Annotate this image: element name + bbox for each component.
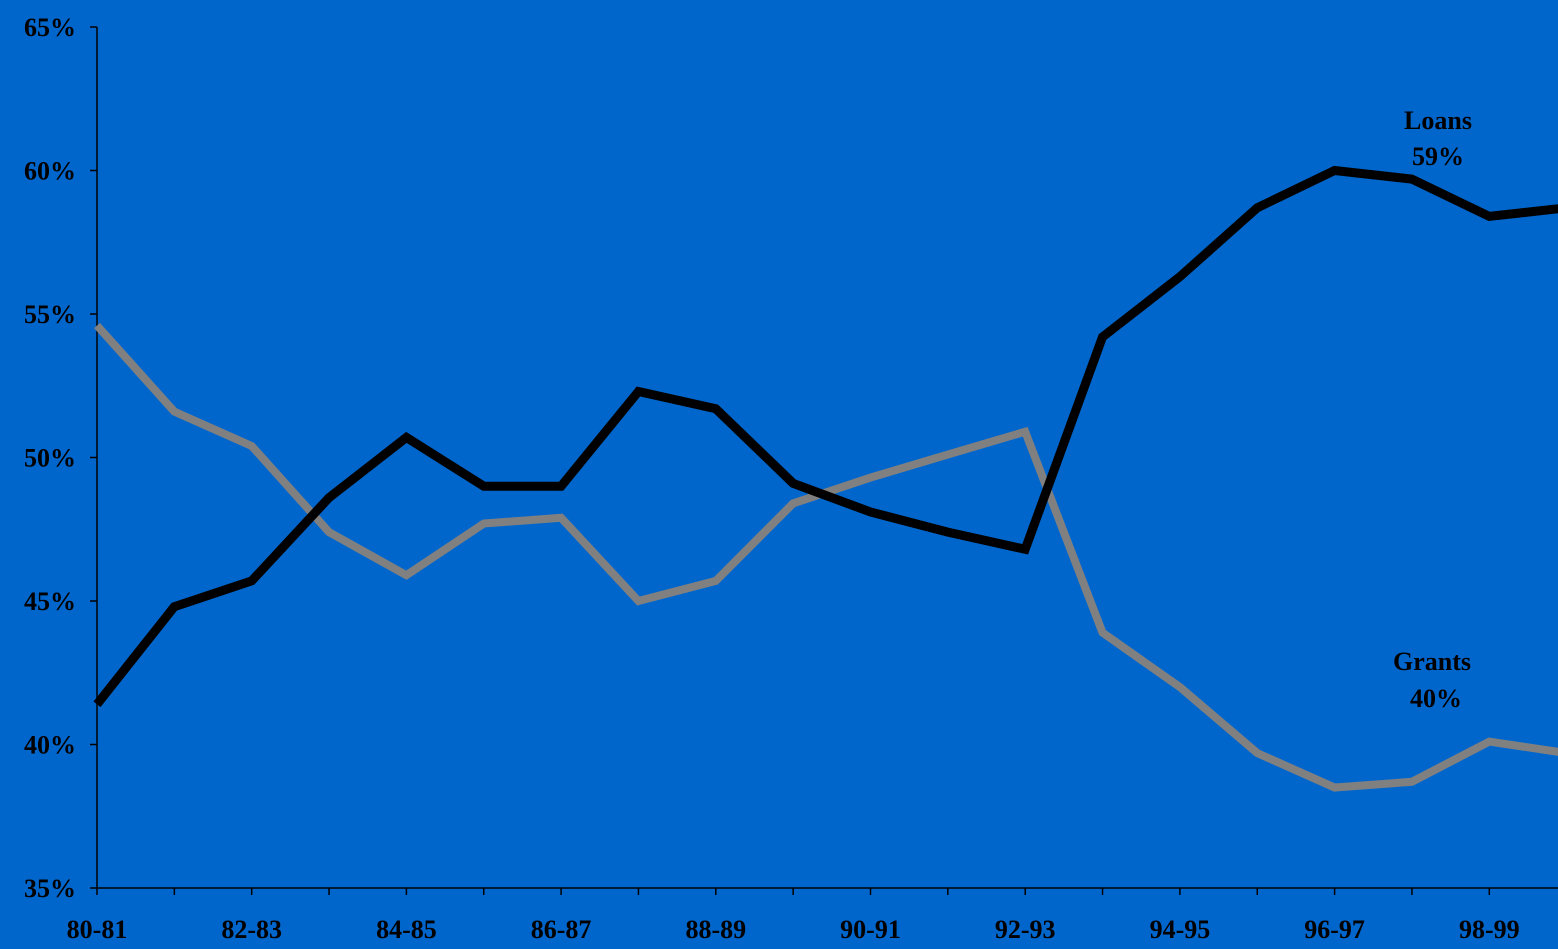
loans-series-line xyxy=(93,165,1558,708)
x-tick-label: 84-85 xyxy=(376,915,437,944)
loans-annotation-name: Loans xyxy=(1404,106,1472,135)
grants-annotation-value: 40% xyxy=(1410,684,1462,713)
x-tick-label: 88-89 xyxy=(685,915,746,944)
x-tick-label: 86-87 xyxy=(531,915,592,944)
x-tick-label: 94-95 xyxy=(1150,915,1211,944)
grants-series-line xyxy=(94,322,1558,792)
y-tick-label: 35% xyxy=(24,874,76,903)
x-tick-label: 92-93 xyxy=(995,915,1056,944)
y-tick-label: 60% xyxy=(24,157,76,186)
y-tick-label: 65% xyxy=(24,13,76,42)
series-annotations: Loans 59% Grants 40% xyxy=(1393,106,1472,713)
x-tick-label: 90-91 xyxy=(840,915,901,944)
x-tick-label: 80-81 xyxy=(67,915,128,944)
x-tick-label: 82-83 xyxy=(221,915,282,944)
y-axis-ticks: 35% 40% 45% 50% 55% 60% 65% xyxy=(24,13,97,903)
series xyxy=(93,165,1558,792)
y-tick-label: 50% xyxy=(24,444,76,473)
loans-annotation-value: 59% xyxy=(1412,142,1464,171)
x-tick-label: 98-99 xyxy=(1459,915,1520,944)
y-tick-label: 40% xyxy=(24,731,76,760)
y-tick-label: 55% xyxy=(24,300,76,329)
grants-annotation-name: Grants xyxy=(1393,647,1471,676)
y-tick-label: 45% xyxy=(24,587,76,616)
x-axis-ticks: 80-81 82-83 84-85 86-87 88-89 90-91 92-93 94-95… xyxy=(67,888,1520,944)
x-tick-label: 96-97 xyxy=(1304,915,1365,944)
